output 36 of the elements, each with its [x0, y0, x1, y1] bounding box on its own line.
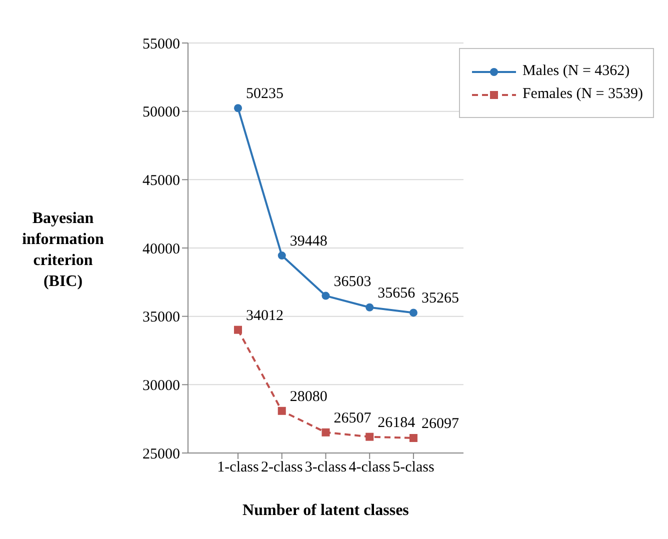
y-tick-label: 50000 [142, 104, 180, 121]
point [234, 104, 242, 112]
data-label: 28080 [290, 388, 328, 405]
data-label: 26507 [334, 410, 372, 426]
y-tick-label: 40000 [142, 241, 180, 258]
point [366, 303, 374, 312]
point [322, 428, 330, 436]
point [278, 252, 286, 260]
data-label: 35656 [378, 285, 416, 302]
legend-label: Females (N = 3539) [522, 86, 643, 103]
y-axis-title: Bayesian information criterion (BIC) [21, 209, 105, 292]
y-tick-label: 45000 [142, 172, 180, 189]
data-label: 36503 [334, 274, 372, 290]
data-label: 26097 [421, 416, 460, 432]
data-label: 35265 [421, 290, 459, 307]
point [366, 432, 374, 441]
point [409, 434, 418, 442]
legend-label: Males (N = 4362) [522, 63, 630, 80]
data-label: 39448 [290, 234, 328, 250]
y-tick-label: 25000 [142, 446, 180, 462]
point [234, 326, 242, 334]
x-tick-label: 3-class [304, 460, 347, 476]
point [409, 308, 418, 317]
x-tick-label: 1-class [217, 460, 259, 476]
data-label: 50235 [246, 86, 284, 102]
data-label: 34012 [246, 308, 284, 324]
y-tick-label: 35000 [142, 310, 180, 326]
x-tick-label: 2-class [261, 460, 303, 476]
point [322, 292, 330, 300]
data-label: 26184 [378, 414, 416, 431]
y-tick-label: 55000 [142, 36, 180, 52]
point [278, 406, 286, 415]
x-tick-label: 4-class [348, 460, 391, 476]
x-tick-label: 5-class [392, 460, 434, 476]
x-axis-title: Number of latent classes [242, 502, 409, 519]
y-tick-label: 30000 [142, 378, 180, 394]
